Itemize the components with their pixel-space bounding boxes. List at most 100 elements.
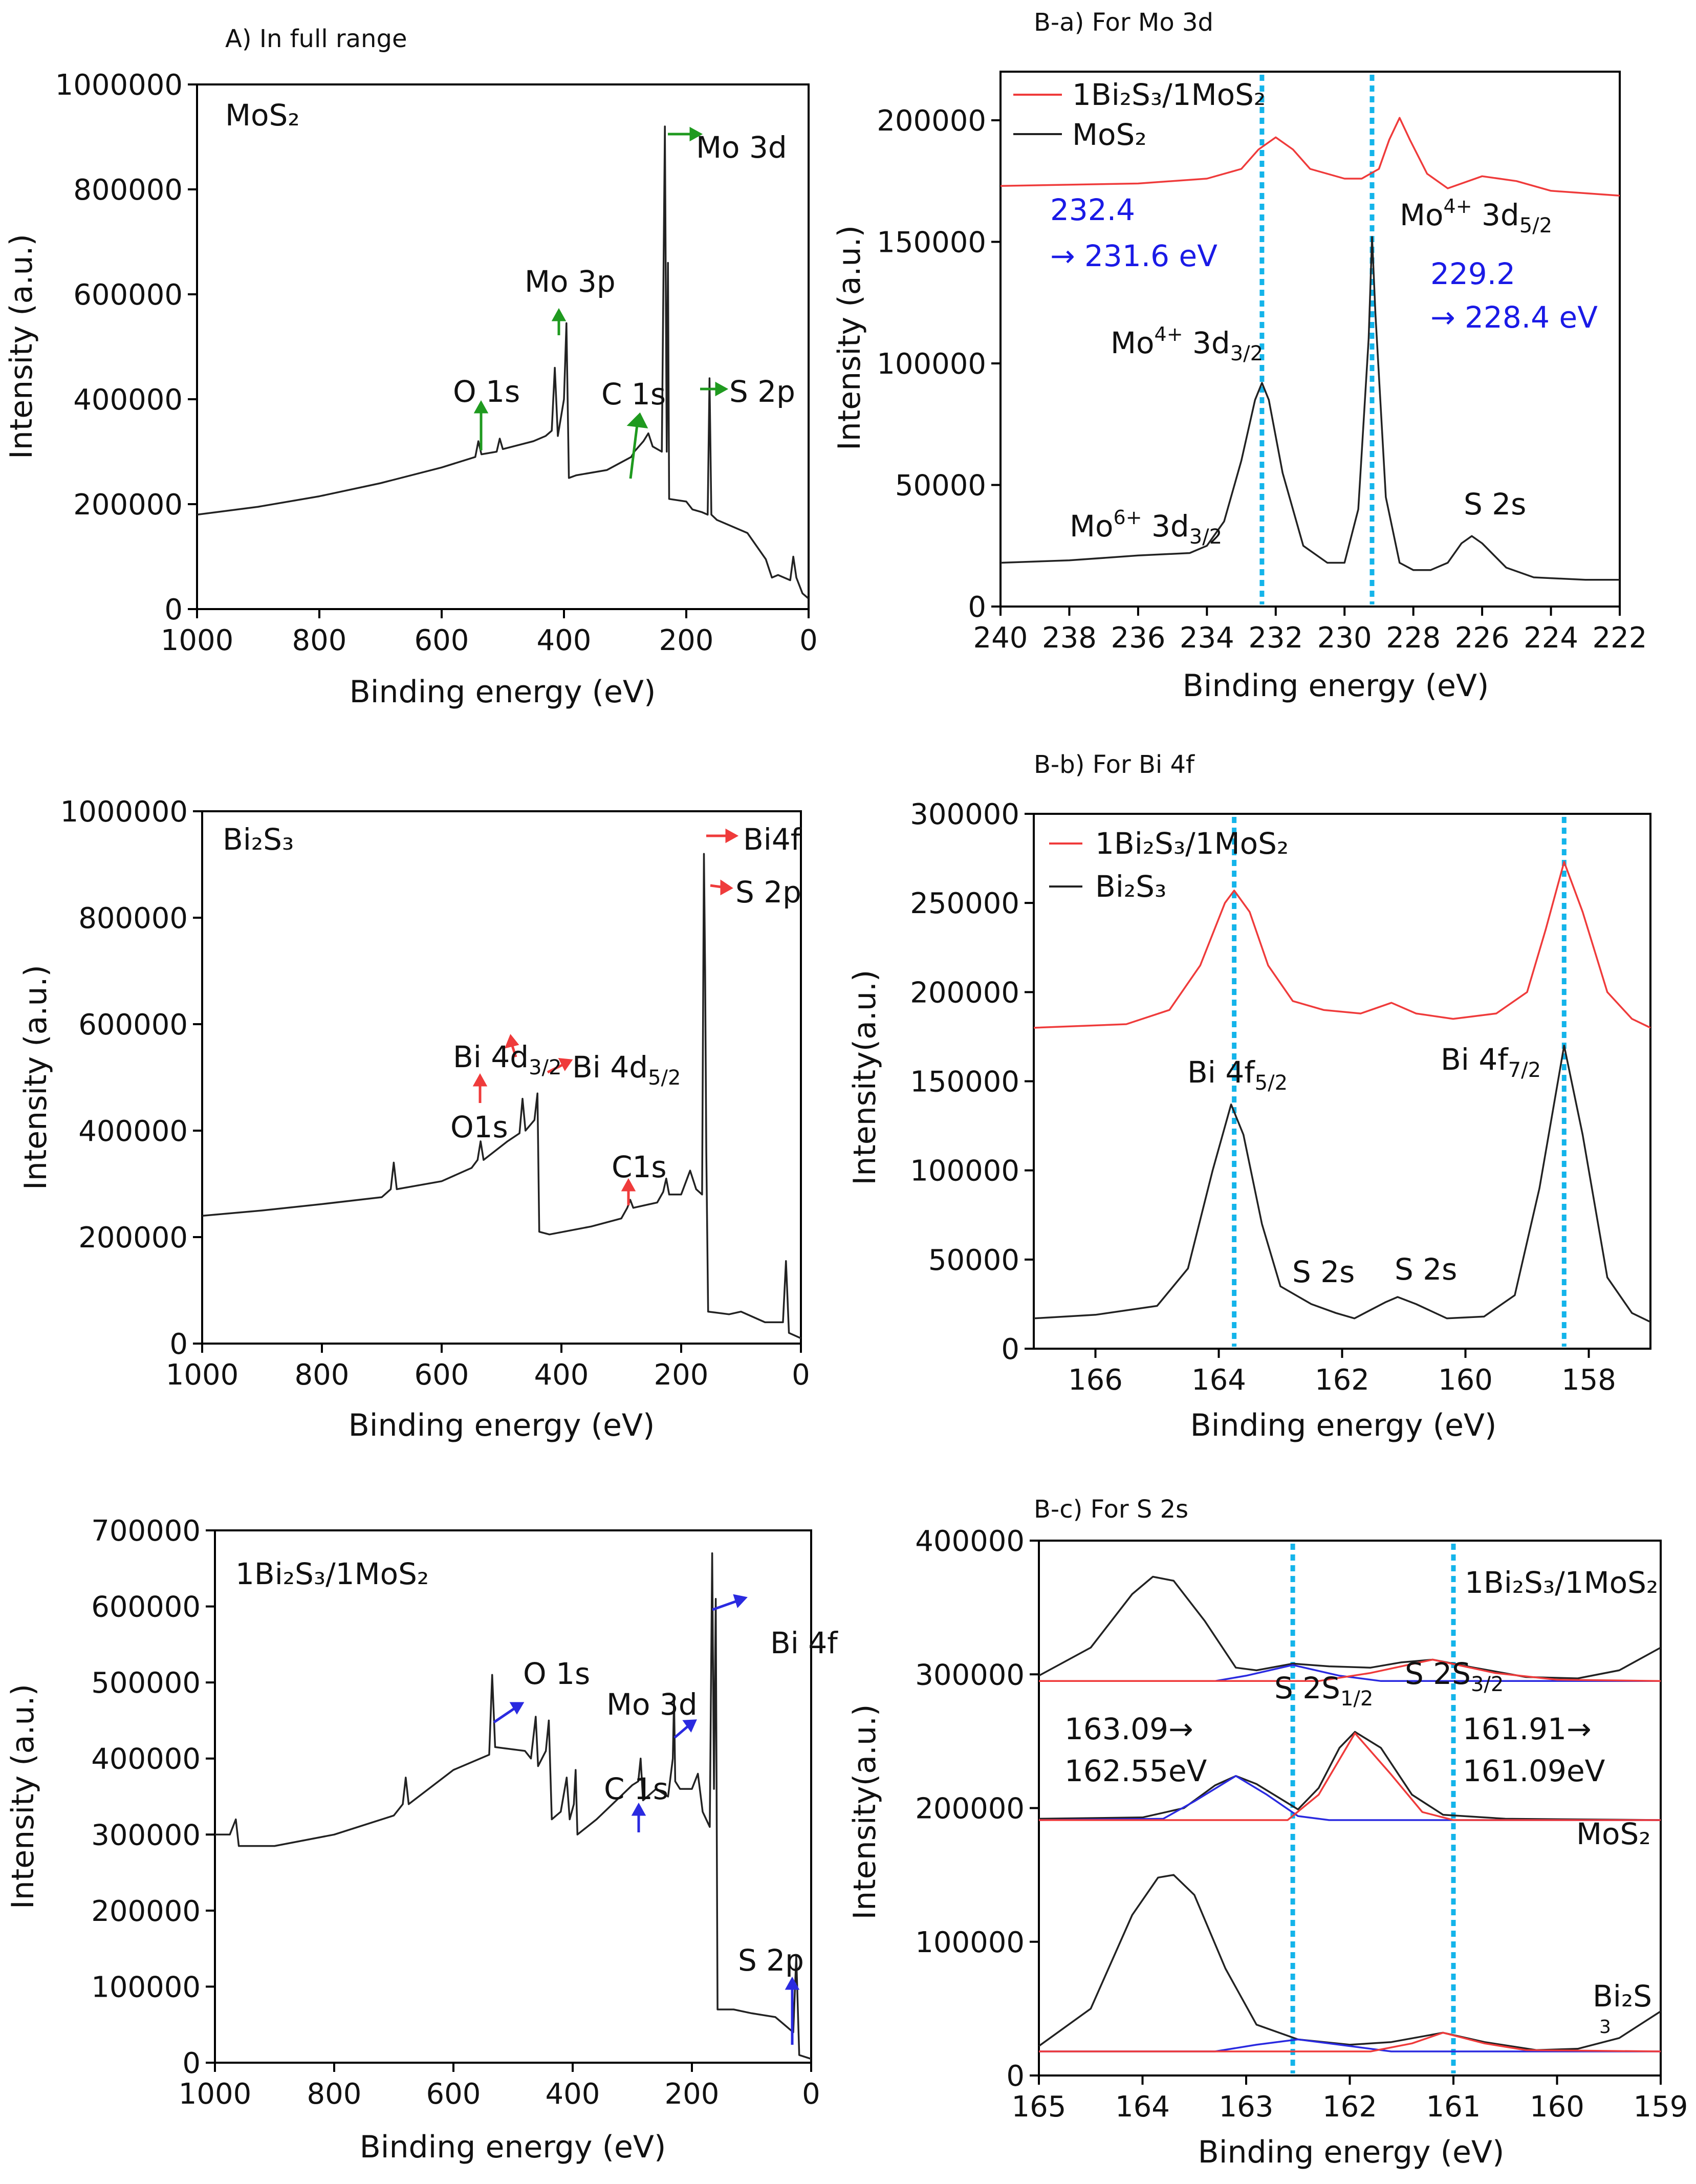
y-tick-label-bc: 400000 [915,1525,1025,1558]
y-tick-label-bb: 250000 [910,887,1019,920]
plot-frame-ba [999,71,1621,608]
x-tick-label-a2: 1000 [166,1358,239,1392]
annotation-c1s-a2: C1s [612,1150,667,1184]
y-tick-label-a1: 0 [164,593,183,626]
x-tick-label-ba: 226 [1455,621,1510,655]
y-ticks-a2: 0 200000 400000 600000 800000 1000000 [60,795,202,1361]
x-tick-label-bc: 162 [1322,2090,1377,2124]
annotation-c1s-a1: C 1s [601,377,666,412]
x-tick-label-ba: 230 [1317,621,1372,655]
x-tick-label-a1: 1000 [161,624,234,657]
y-axis-label-a2: Intensity (a.u.) [18,965,54,1190]
section-label-a: A) In full range [225,25,407,53]
section-label-bc: B-c) For S 2s [1034,1495,1188,1524]
annotation-16309-bc: 163.09→ [1064,1712,1193,1746]
x-tick-label-a1: 800 [292,624,347,657]
y-ticks-bb: 0 50000 100000 150000 200000 250000 300000 [910,798,1034,1366]
x-tick-label-a3: 400 [546,2078,600,2111]
series-layer-a3 [215,1552,812,2060]
y-tick-label-a2: 0 [169,1328,188,1361]
x-tick-label-ba: 224 [1524,621,1578,655]
x-tick-label-a1: 600 [415,624,469,657]
x-tick-label-ba: 238 [1042,621,1097,655]
x-ticks-bb: 166 164 162 160 158 [1068,1349,1616,1397]
y-tick-label-a3: 700000 [91,1515,201,1548]
section-label-ba: B-a) For Mo 3d [1034,8,1213,37]
plot-frame-a3 [214,1529,812,2064]
y-tick-label-a3: 100000 [91,1971,201,2004]
x-ticks-a3: 1000 800 600 400 200 0 [179,2063,820,2111]
x-tick-label-a2: 200 [654,1358,709,1392]
series-line-bc-5 [1039,1732,1661,1821]
y-tick-label-ba: 150000 [877,226,986,260]
x-tick-label-ba: 234 [1180,621,1234,655]
y-tick-label-a3: 300000 [91,1819,201,1852]
chart-a2-bi2s3-survey: 1000 800 600 400 200 0 0 200000 400000 600000 800… [18,795,810,1443]
x-tick-label-a2: 800 [295,1358,350,1392]
x-tick-label-ba: 232 [1248,621,1303,655]
annotation-bi2s-bc: Bi₂S [1593,1979,1652,2014]
y-ticks-a1: 0 200000 400000 600000 800000 1000000 [55,69,197,626]
annotation-bi4f52-bb: Bi 4f5/2 [1187,1055,1288,1095]
y-tick-label-a2: 600000 [78,1008,188,1042]
annotation-mos2-bc: MoS₂ [1576,1817,1651,1851]
y-ticks-bc: 0 100000 200000 300000 400000 [915,1525,1039,2093]
series-layer-a1 [197,125,810,599]
sample-label-a3: 1Bi₂S₃/1MoS₂ [235,1556,429,1591]
y-tick-label-ba: 200000 [877,104,986,138]
sample-label-a2: Bi₂S₃ [223,822,294,857]
x-ticks-ba: 240 238 236 234 232 230 228 226 224 222 [973,607,1647,655]
y-tick-label-bc: 200000 [915,1792,1025,1826]
annotation-bi4f72-bb: Bi 4f7/2 [1441,1042,1541,1082]
x-tick-label-a3: 200 [665,2078,720,2111]
plot-frame-bc [1038,1540,1662,2077]
annotation-mo3d-a1: Mo 3d [696,130,787,165]
x-tick-label-a2: 600 [415,1358,469,1392]
x-axis-label-a1: Binding energy (eV) [350,674,656,710]
x-tick-label-bb: 164 [1191,1364,1246,1397]
y-tick-label-ba: 0 [968,591,986,624]
annotation-o1s-a1: O 1s [453,374,520,409]
annotation-blue-2284-ba: → 228.4 eV [1430,300,1598,335]
reference-lines-bc [1290,1544,1456,2073]
x-ticks-bc: 165 164 163 162 161 160 159 [1012,2075,1688,2124]
y-ticks-ba: 0 50000 100000 150000 200000 [877,104,1001,624]
annotation-bi4d52-a2: Bi 4d5/2 [572,1050,681,1090]
y-tick-label-a2: 200000 [78,1221,188,1255]
annotation-arrows-a1 [473,126,729,479]
plot-frame-a1 [196,83,810,610]
annotation-arrows-a3 [493,1594,800,2045]
y-tick-label-a3: 0 [182,2047,201,2080]
x-ticks-a1: 1000 800 600 400 200 0 [161,609,818,657]
x-tick-label-a3: 0 [802,2078,820,2111]
annotation-mo3p-a1: Mo 3p [525,264,616,299]
legend-label-composite-bb: 1Bi₂S₃/1MoS₂ [1095,826,1289,861]
y-axis-label-a3: Intensity (a.u.) [5,1684,41,1909]
x-axis-label-ba: Binding energy (eV) [1183,668,1489,704]
chart-ba-mo3d: B-a) For Mo 3d 240 238 236 234 232 230 228 226 2… [832,8,1647,704]
annotation-c1s-a3: C 1s [604,1771,668,1806]
x-tick-label-bc: 165 [1012,2090,1067,2124]
y-tick-label-bb: 200000 [910,976,1019,1009]
legend-ba: 1Bi₂S₃/1MoS₂ MoS₂ [1013,77,1266,152]
series-line-bb-0 [1033,861,1651,1029]
x-tick-label-a1: 0 [799,624,818,657]
y-tick-label-a1: 600000 [73,278,183,312]
annotation-s2s12-bc: S 2S1/2 [1274,1671,1373,1711]
x-tick-label-a3: 800 [307,2078,362,2111]
y-tick-label-bb: 0 [1001,1333,1019,1366]
series-line-ba-1 [1000,236,1620,581]
y-tick-label-ba: 100000 [877,348,986,381]
sample-label-a1: MoS₂ [225,98,300,133]
annotation-s2s-2-bb: S 2s [1395,1252,1457,1287]
series-line-bc-8 [1039,2031,1661,2052]
series-line-a2-0 [202,853,801,1339]
x-tick-label-bc: 164 [1115,2090,1170,2124]
plot-frame-a2 [201,810,802,1345]
chart-a1-mos2-survey: A) In full range 1000 800 600 400 200 0 0 2000… [4,25,818,710]
series-line-bc-2 [1039,1658,1661,1682]
annotation-bi2s-sub-bc: 3 [1599,2017,1611,2038]
series-line-bb-1 [1033,1045,1651,1323]
x-tick-label-bb: 162 [1315,1364,1369,1397]
y-tick-label-a2: 400000 [78,1115,188,1148]
